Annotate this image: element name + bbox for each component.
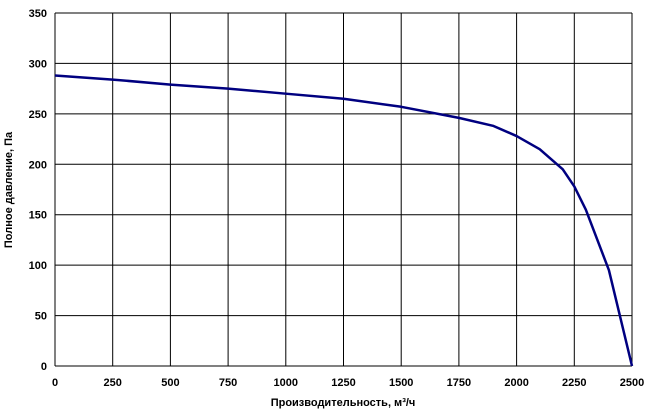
x-tick-label: 2000 (504, 377, 528, 389)
y-tick-label: 50 (35, 311, 47, 323)
y-tick-label: 200 (29, 159, 47, 171)
x-tick-label: 1500 (389, 377, 413, 389)
y-tick-label: 150 (29, 210, 47, 222)
x-tick-label: 1000 (274, 377, 298, 389)
x-tick-label: 1250 (331, 377, 355, 389)
y-axis-label: Полное давление, Па (3, 131, 15, 248)
y-tick-label: 250 (29, 109, 47, 121)
y-tick-label: 350 (29, 8, 47, 20)
y-tick-label: 300 (29, 58, 47, 70)
y-tick-label: 0 (41, 361, 47, 373)
y-tick-label: 100 (29, 260, 47, 272)
x-tick-label: 2500 (620, 377, 644, 389)
x-tick-label: 250 (104, 377, 122, 389)
x-tick-label: 500 (161, 377, 179, 389)
x-tick-label: 750 (219, 377, 237, 389)
x-tick-label: 2250 (562, 377, 586, 389)
data-line (54, 74, 634, 367)
x-tick-label: 0 (52, 377, 58, 389)
x-tick-label: 1750 (447, 377, 471, 389)
x-axis-label: Производительность, м³/ч (271, 397, 416, 409)
